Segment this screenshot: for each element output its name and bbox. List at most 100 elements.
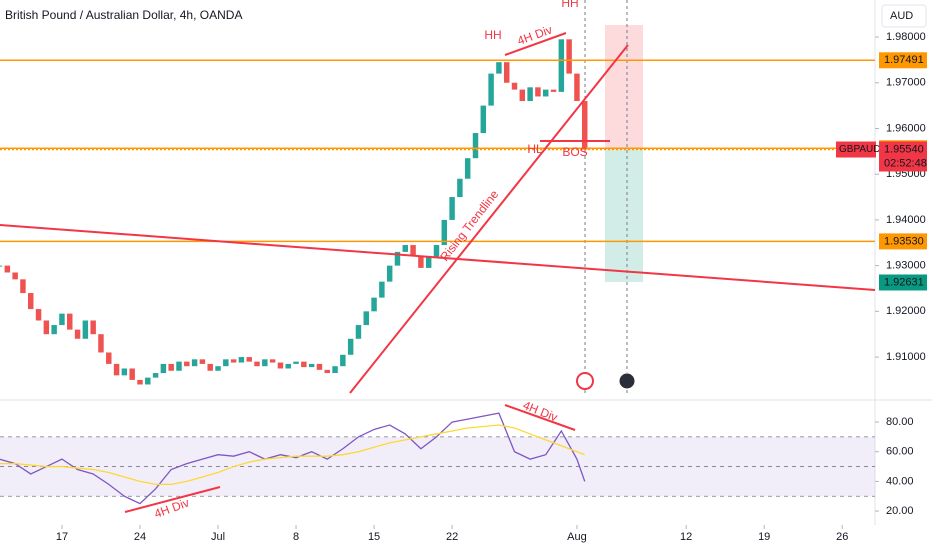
x-tick-label: Jul — [211, 531, 225, 543]
candle — [574, 73, 580, 102]
candle — [51, 325, 57, 335]
candle — [324, 369, 330, 374]
x-tick-label: 15 — [368, 531, 380, 543]
rsi-divergence-line — [504, 404, 576, 431]
drawings — [0, 32, 876, 513]
candle — [316, 363, 323, 370]
candle — [379, 281, 385, 298]
candle — [511, 82, 518, 90]
candle — [464, 158, 471, 179]
candle — [129, 368, 135, 380]
candle — [285, 363, 291, 369]
candle — [137, 379, 143, 385]
candle — [152, 373, 159, 378]
last-price-box — [879, 141, 927, 172]
candle — [355, 325, 362, 339]
candle — [215, 366, 221, 371]
last-price: 1.95540 — [884, 143, 924, 155]
candle — [12, 272, 18, 280]
y-tick-label: 20.00 — [886, 505, 914, 517]
y-tick-label: 1.96000 — [886, 122, 926, 134]
x-tick-label: 8 — [293, 531, 299, 543]
symbol-box — [836, 141, 876, 158]
candle — [535, 87, 541, 97]
target-zone — [605, 148, 643, 282]
y-tick-label: 1.93000 — [886, 260, 926, 272]
y-tick-label: 40.00 — [886, 475, 914, 487]
candle — [480, 105, 487, 134]
candle — [457, 178, 463, 198]
candle — [488, 73, 494, 106]
candle — [402, 245, 409, 252]
candle — [254, 361, 260, 367]
candle — [418, 256, 424, 268]
candle — [90, 320, 96, 335]
level-label: 1.97491 — [884, 54, 924, 66]
candle — [582, 101, 588, 150]
level-label-box — [879, 233, 927, 250]
candle — [199, 359, 206, 364]
candle — [269, 359, 276, 363]
level-label: 1.93530 — [884, 235, 924, 247]
candle — [496, 62, 502, 74]
descending-trendline — [0, 224, 876, 291]
x-tick-label: 22 — [446, 531, 458, 543]
event-icon[interactable] — [618, 372, 636, 390]
x-tick-label: Aug — [567, 531, 587, 543]
candle — [301, 361, 307, 368]
annotation: HL — [527, 142, 543, 156]
y-tick-label: 1.98000 — [886, 31, 926, 43]
candle — [425, 256, 432, 268]
candle — [207, 363, 213, 371]
candle — [82, 320, 89, 339]
candle — [449, 197, 455, 220]
candle — [238, 357, 245, 363]
x-tick-label: 12 — [680, 531, 692, 543]
x-tick-label: 26 — [836, 531, 848, 543]
candle — [35, 309, 42, 321]
candle — [20, 279, 26, 294]
candle — [558, 39, 565, 92]
level-label-box — [879, 52, 927, 69]
x-tick-label: 19 — [758, 531, 770, 543]
y-tick-label: 80.00 — [886, 416, 914, 428]
candle — [550, 89, 557, 92]
candle — [4, 265, 11, 273]
currency-button[interactable] — [881, 4, 927, 28]
symbol: GBPAUD — [839, 144, 881, 155]
candle — [386, 265, 393, 282]
x-tick-label: 24 — [134, 531, 146, 543]
candle — [542, 89, 549, 97]
candle — [332, 366, 338, 374]
candle — [168, 363, 174, 371]
candle — [160, 363, 167, 374]
candle — [59, 313, 65, 326]
annotation: HH — [484, 28, 501, 42]
y-tick-label: 60.00 — [886, 446, 914, 458]
candle — [441, 219, 448, 246]
candle — [98, 334, 104, 353]
rsi-divergence-line — [124, 486, 221, 513]
candle — [246, 357, 252, 362]
candle — [394, 251, 401, 266]
candle — [121, 368, 128, 376]
level-label-box — [879, 274, 927, 291]
candle — [433, 245, 440, 257]
candle — [145, 377, 151, 385]
event-icon[interactable] — [576, 372, 594, 390]
candle — [293, 361, 299, 364]
annotation: BOS — [562, 145, 587, 159]
candle — [410, 245, 416, 257]
divergence-line — [504, 32, 567, 56]
candle — [230, 359, 237, 363]
rising-trendline — [349, 44, 629, 394]
candle — [340, 354, 346, 367]
candle — [191, 359, 198, 367]
candle — [0, 265, 3, 267]
candle — [28, 293, 34, 310]
candle — [527, 87, 533, 102]
currency[interactable]: AUD — [890, 10, 913, 22]
candle — [363, 311, 369, 326]
